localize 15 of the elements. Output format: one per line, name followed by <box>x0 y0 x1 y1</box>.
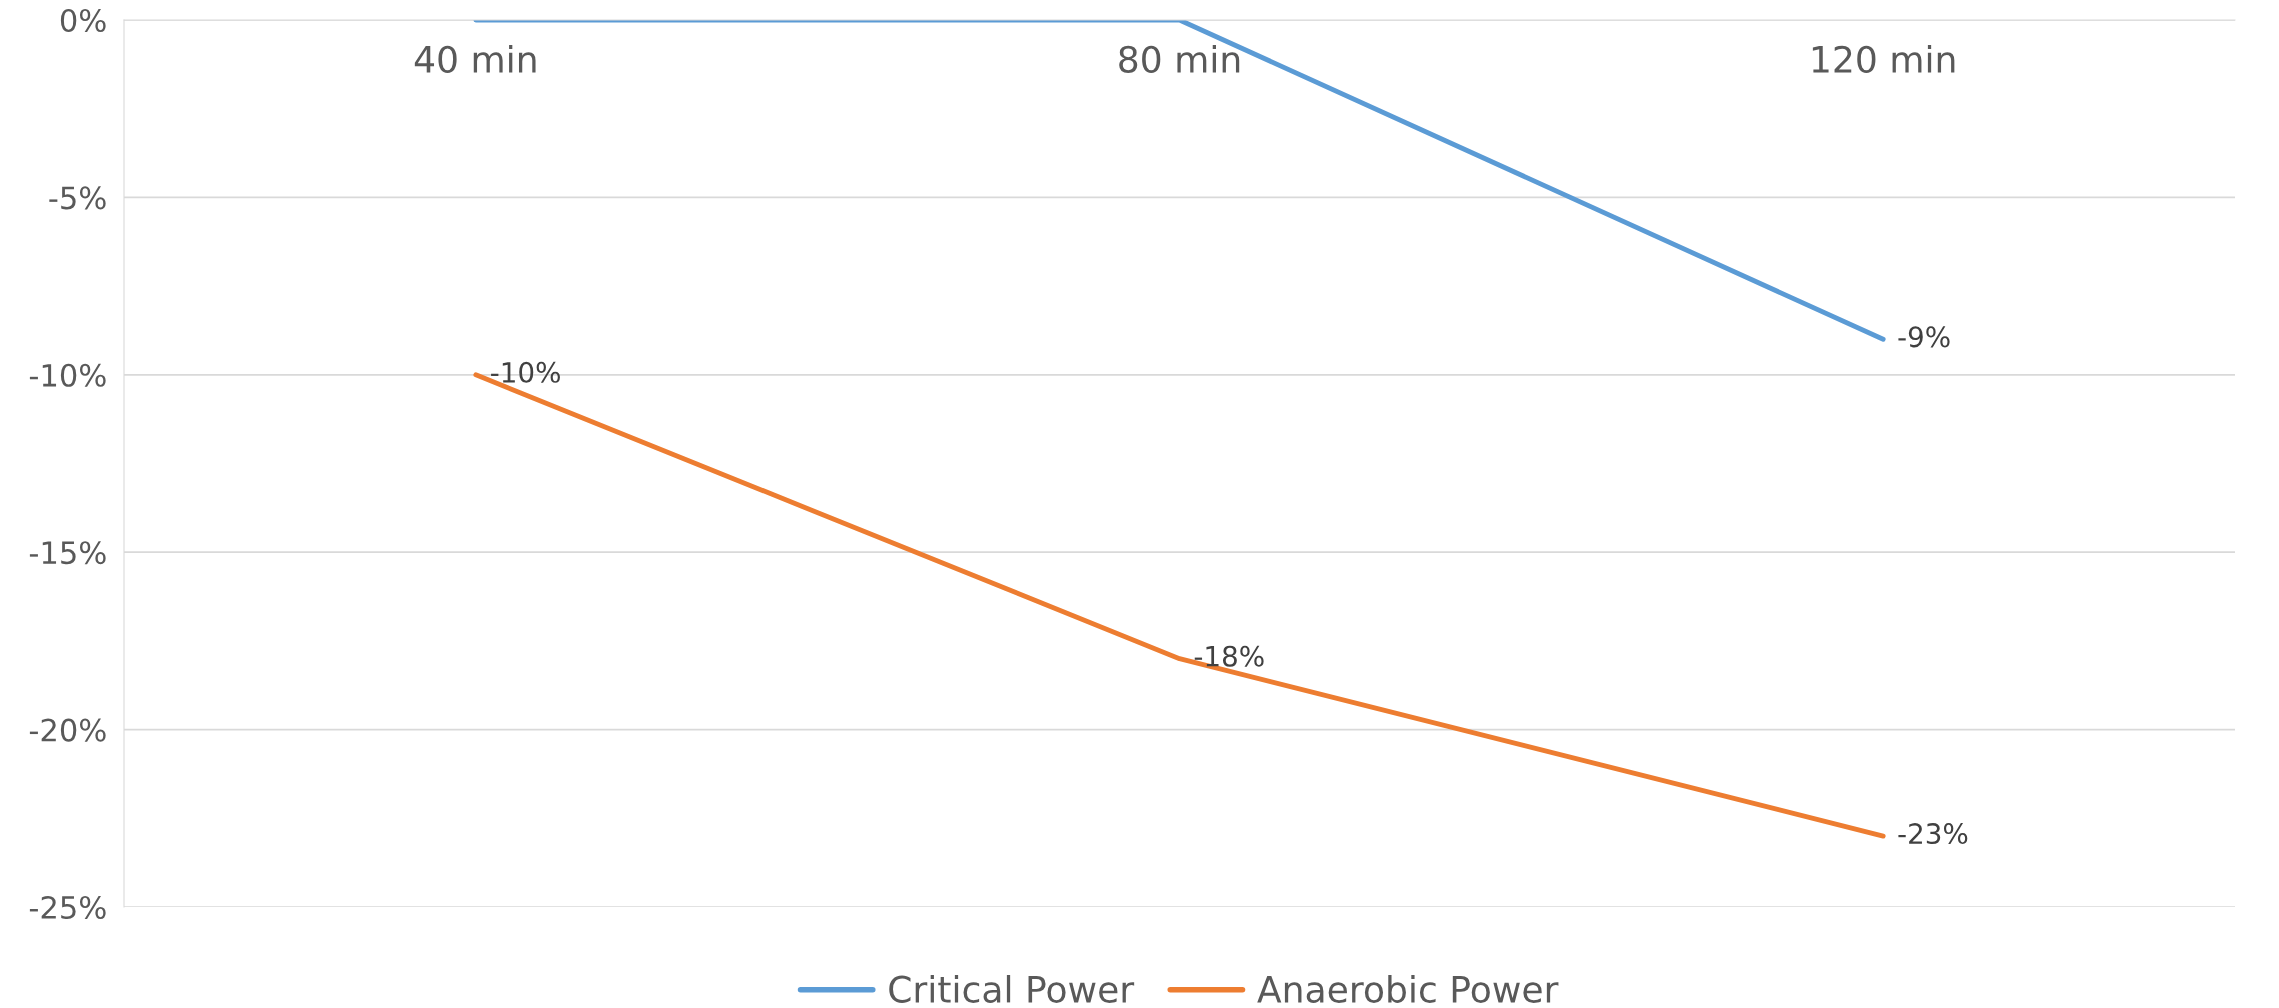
y-tick-label: -5% <box>49 186 106 210</box>
data-label: -10% <box>491 361 560 383</box>
y-tick-label: -25% <box>29 895 106 920</box>
legend-label: Anaerobic Power <box>1257 974 1559 1003</box>
y-tick-label: -15% <box>29 541 106 565</box>
y-tick-label: -10% <box>29 363 106 387</box>
legend-label: Critical Power <box>889 974 1135 1003</box>
data-label: -9% <box>1898 326 1950 348</box>
data-label: -23% <box>1898 823 1968 845</box>
x-tick-label: 40 min <box>414 45 536 73</box>
y-tick-label: 0% <box>60 8 106 33</box>
x-tick-label: 120 min <box>1812 45 1955 73</box>
y-tick-label: -20% <box>29 718 106 742</box>
data-label: -18% <box>1194 645 1264 667</box>
x-tick-label: 80 min <box>1119 45 1240 73</box>
